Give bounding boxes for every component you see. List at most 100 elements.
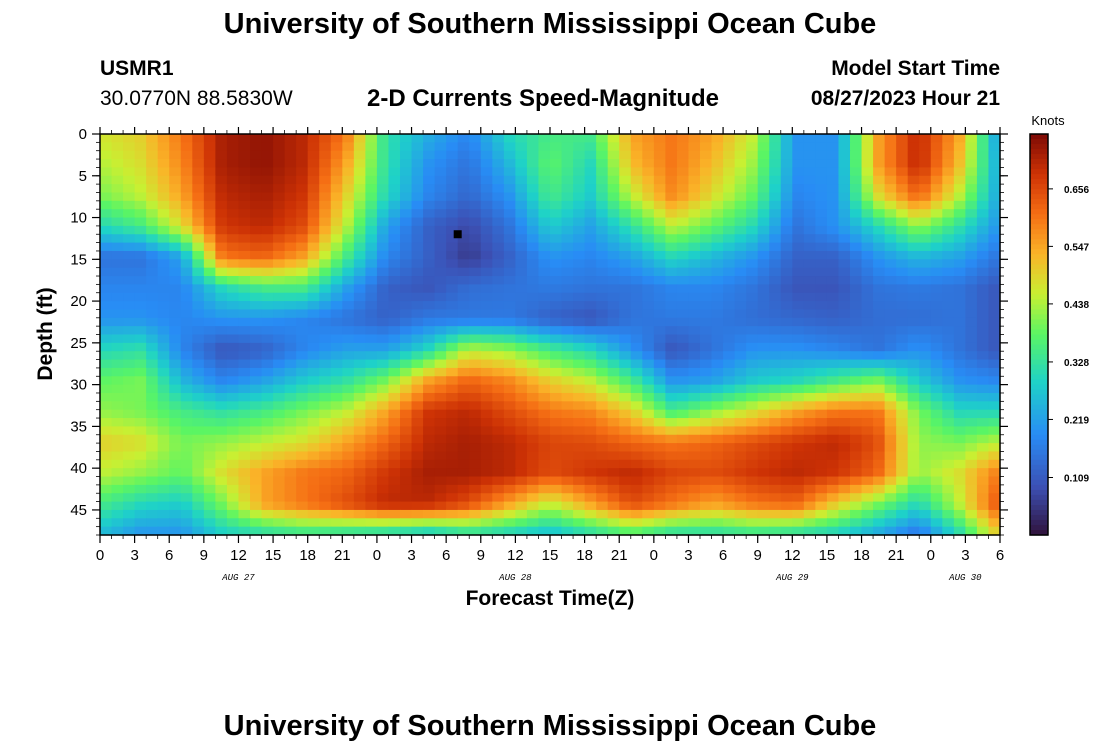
heatmap-cell xyxy=(976,284,990,294)
heatmap-cell xyxy=(203,501,216,511)
heatmap-cell xyxy=(850,376,863,386)
heatmap-cell xyxy=(861,292,874,302)
heatmap-cell xyxy=(826,509,840,519)
heatmap-cell xyxy=(250,409,263,419)
heatmap-cell xyxy=(538,451,551,461)
heatmap-cell xyxy=(942,384,955,394)
heatmap-cell xyxy=(988,501,1001,511)
heatmap-cell xyxy=(942,134,955,143)
heatmap-cell xyxy=(411,242,424,252)
heatmap-cell xyxy=(469,384,482,394)
heatmap-cell xyxy=(930,468,943,478)
heatmap-cell xyxy=(596,376,609,386)
heatmap-cell xyxy=(965,409,978,419)
heatmap-cell xyxy=(711,200,724,210)
heatmap-cell xyxy=(965,443,978,453)
heatmap-cell xyxy=(723,175,736,185)
heatmap-cell xyxy=(550,284,563,294)
heatmap-cell xyxy=(861,359,874,369)
heatmap-cell xyxy=(319,392,332,402)
heatmap-cell xyxy=(423,217,436,227)
heatmap-cell xyxy=(630,401,643,411)
heatmap-cell xyxy=(619,334,632,344)
heatmap-cell xyxy=(423,192,436,202)
heatmap-cell xyxy=(146,359,159,369)
heatmap-cell xyxy=(250,284,263,294)
heatmap-cell xyxy=(192,359,205,369)
x-tick-label: 3 xyxy=(407,547,415,564)
heatmap-cell xyxy=(515,134,528,143)
heatmap-cell xyxy=(342,468,355,478)
heatmap-cell xyxy=(100,134,113,143)
heatmap-cell xyxy=(723,426,736,436)
heatmap-cell xyxy=(284,150,297,160)
heatmap-cell xyxy=(296,142,309,152)
heatmap-cell xyxy=(134,509,147,519)
heatmap-cell xyxy=(203,484,216,494)
heatmap-cell xyxy=(376,209,390,219)
heatmap-cell xyxy=(353,192,366,202)
heatmap-cell xyxy=(123,409,136,419)
heatmap-cell xyxy=(411,175,424,185)
colorbar-segment xyxy=(1030,249,1048,255)
heatmap-cell xyxy=(976,409,990,419)
heatmap-cell xyxy=(953,317,966,327)
heatmap-cell xyxy=(400,526,413,536)
heatmap-cell xyxy=(561,134,574,143)
colorbar-segment xyxy=(1030,319,1048,326)
heatmap-cell xyxy=(503,384,516,394)
heatmap-cell xyxy=(596,209,609,219)
heatmap-cell xyxy=(284,225,297,235)
heatmap-cell xyxy=(653,267,666,277)
heatmap-cell xyxy=(596,326,609,336)
heatmap-cell xyxy=(723,518,736,528)
heatmap-cell xyxy=(434,217,447,227)
heatmap-cell xyxy=(976,359,990,369)
heatmap-cell xyxy=(757,317,770,327)
heatmap-cell xyxy=(111,518,124,528)
heatmap-cell xyxy=(919,451,932,461)
heatmap-cell xyxy=(250,209,263,219)
heatmap-cell xyxy=(942,209,955,219)
heatmap-cell xyxy=(930,267,943,277)
heatmap-cell xyxy=(180,250,193,260)
heatmap-cell xyxy=(550,376,563,386)
heatmap-cell xyxy=(261,167,274,177)
heatmap-cell xyxy=(457,225,470,235)
heatmap-cell xyxy=(988,334,1001,344)
heatmap-cell xyxy=(284,134,297,143)
heatmap-cell xyxy=(953,384,966,394)
heatmap-cell xyxy=(111,242,124,252)
heatmap-cell xyxy=(907,443,920,453)
heatmap-cell xyxy=(803,250,816,260)
heatmap-cell xyxy=(330,484,343,494)
heatmap-cell xyxy=(503,292,516,302)
heatmap-cell xyxy=(376,234,390,244)
heatmap-cell xyxy=(365,209,378,219)
heatmap-cell xyxy=(411,317,424,327)
heatmap-cell xyxy=(965,384,978,394)
heatmap-cell xyxy=(815,309,828,319)
heatmap-cell xyxy=(261,150,274,160)
heatmap-cell xyxy=(803,476,816,486)
heatmap-cell xyxy=(861,509,874,519)
heatmap-cell xyxy=(780,526,793,536)
heatmap-cell xyxy=(653,376,666,386)
heatmap-cell xyxy=(226,192,240,202)
heatmap-cell xyxy=(400,459,413,469)
heatmap-cell xyxy=(538,217,551,227)
heatmap-cell xyxy=(238,217,251,227)
heatmap-cell xyxy=(896,526,909,536)
heatmap-cell xyxy=(226,292,240,302)
heatmap-cell xyxy=(850,150,863,160)
heatmap-cell xyxy=(792,367,805,377)
heatmap-cell xyxy=(976,434,990,444)
heatmap-cell xyxy=(930,426,943,436)
heatmap-cell xyxy=(573,376,586,386)
heatmap-cell xyxy=(400,142,413,152)
heatmap-cell xyxy=(111,301,124,311)
heatmap-cell xyxy=(630,468,643,478)
heatmap-cell xyxy=(746,342,759,352)
heatmap-cell xyxy=(815,292,828,302)
heatmap-cell xyxy=(873,493,886,503)
